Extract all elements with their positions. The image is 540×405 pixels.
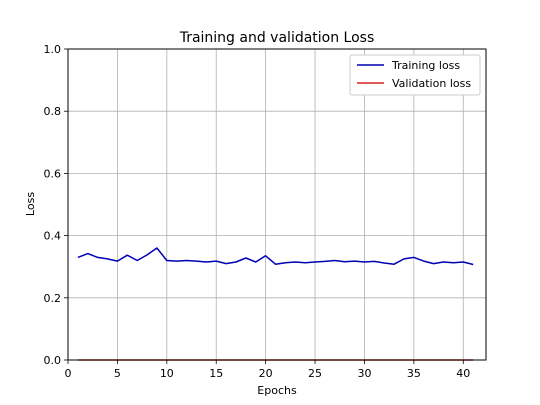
axis-ticks: 0 5 10 15 20 25 30 35 40 0.0 0.2 0.4 0.6 0.8 1.0 <box>44 43 471 380</box>
x-tick-label: 25 <box>308 367 322 380</box>
x-tick-label: 10 <box>160 367 174 380</box>
x-tick-label: 0 <box>65 367 72 380</box>
legend: Training loss Validation loss <box>349 54 481 96</box>
legend-label-validation-loss: Validation loss <box>392 77 471 90</box>
y-tick-label: 0.8 <box>44 105 62 118</box>
chart-title: Training and validation Loss <box>179 30 375 46</box>
legend-label-training-loss: Training loss <box>391 59 460 72</box>
x-axis-label: Epochs <box>257 384 297 397</box>
y-axis-label: Loss <box>24 192 37 216</box>
x-tick-label: 35 <box>407 367 421 380</box>
plot-area-frame <box>67 48 487 361</box>
y-tick-label: 0.6 <box>44 167 62 180</box>
y-tick-label: 0.0 <box>44 354 62 367</box>
x-tick-label: 20 <box>259 367 273 380</box>
x-tick-label: 5 <box>114 367 121 380</box>
y-tick-label: 1.0 <box>44 43 62 56</box>
x-tick-label: 40 <box>456 367 470 380</box>
y-tick-label: 0.2 <box>44 292 62 305</box>
x-tick-label: 30 <box>357 367 371 380</box>
y-tick-label: 0.4 <box>44 230 62 243</box>
x-tick-label: 15 <box>209 367 223 380</box>
